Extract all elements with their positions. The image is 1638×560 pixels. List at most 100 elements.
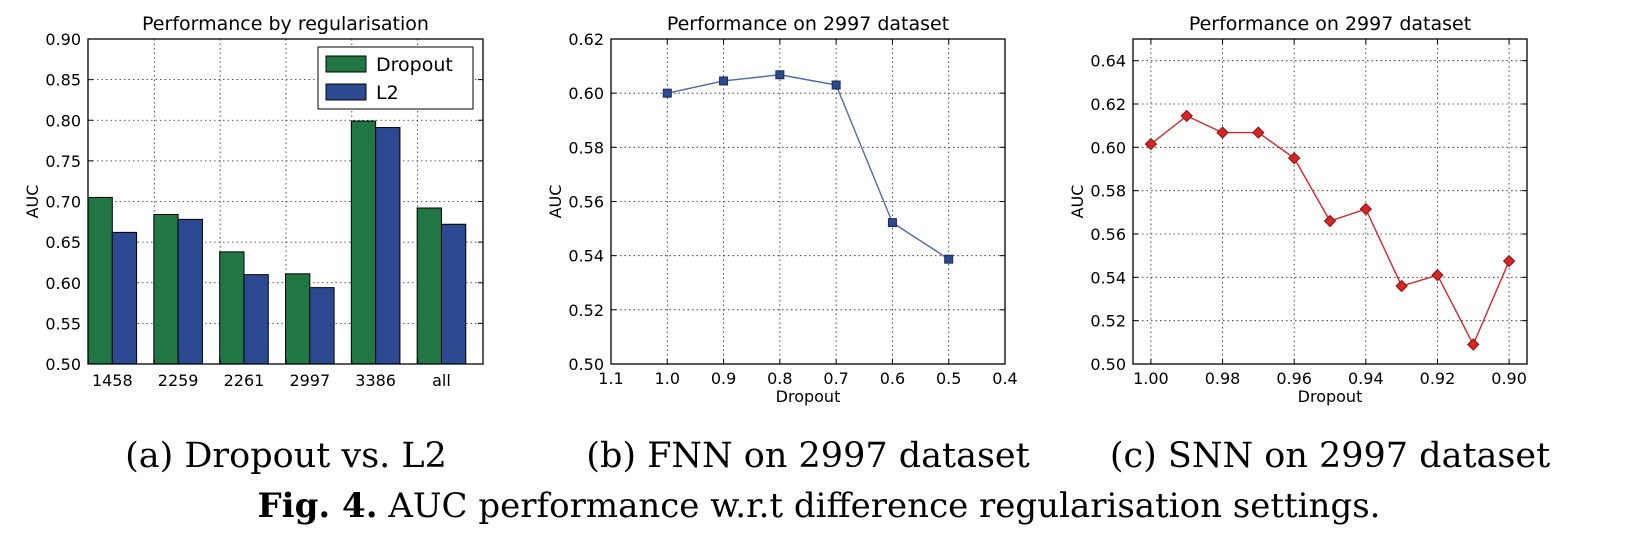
y-tick-label: 0.62 [1090, 95, 1126, 114]
bar-l2-3386 [375, 127, 401, 365]
data-point [1144, 137, 1158, 151]
y-tick-label: 0.62 [568, 30, 604, 49]
x-tick-label: 2997 [289, 371, 330, 390]
x-tick-label: 0.94 [1348, 369, 1384, 388]
subcaption-c: (c) SNN on 2997 dataset [1109, 436, 1551, 476]
y-tick-label: 0.56 [1090, 225, 1126, 244]
bar-dropout-2259 [153, 214, 179, 365]
x-tick-label: 0.6 [880, 369, 905, 388]
y-tick-label: 0.56 [568, 193, 604, 212]
y-tick-label: 0.58 [568, 138, 604, 157]
data-point [719, 76, 729, 86]
chart-title: Performance by regularisation [142, 13, 429, 35]
chart-3: 0.50 0.52 0.54 0.56 0.58 0.60 0.62 0.64 1.00 0.98… [1068, 13, 1528, 406]
y-tick-label: 0.85 [45, 71, 81, 90]
plot-frame [1132, 38, 1528, 365]
data-point [887, 218, 897, 228]
data-point [1287, 151, 1301, 165]
caption-text: AUC performance w.r.t difference regular… [388, 486, 1381, 526]
y-tick-label: 0.54 [568, 247, 604, 266]
x-tick-label: 3386 [355, 371, 396, 390]
x-tick-label: 2259 [158, 371, 199, 390]
plot-area [611, 39, 1005, 364]
legend-swatch-dropout [325, 55, 367, 73]
chart-1: 0.50 0.55 0.60 0.65 0.70 0.75 0.80 0.85 0.90 1458… [23, 13, 484, 390]
data-point [1431, 268, 1444, 282]
x-axis-label: Dropout [1298, 387, 1363, 406]
data-point [944, 254, 954, 264]
plot-frame [87, 38, 484, 365]
data-point [1216, 126, 1229, 139]
bar-l2-2261 [243, 274, 269, 365]
caption-label: Fig. 4. [257, 486, 378, 526]
x-tick-label: 0.4 [992, 369, 1017, 388]
data-point [1323, 214, 1337, 228]
x-tick-label: 0.98 [1205, 369, 1241, 388]
y-tick-label: 0.90 [45, 30, 81, 49]
x-tick-label: 1.00 [1133, 369, 1169, 388]
bar-dropout-1458 [87, 196, 113, 365]
y-tick-label: 0.60 [45, 274, 81, 293]
y-tick-label: 0.60 [568, 84, 604, 103]
chart-title: Performance on 2997 dataset [667, 13, 949, 35]
x-tick-label: 0.96 [1276, 369, 1312, 388]
y-tick-label: 0.52 [1090, 312, 1126, 331]
y-tick-label: 0.75 [45, 152, 81, 171]
chart-title: Performance on 2997 dataset [1189, 13, 1471, 35]
charts-canvas: 0.50 0.55 0.60 0.65 0.70 0.75 0.80 0.85 0.90 1458… [23, 13, 1528, 406]
x-tick-label: 0.92 [1420, 369, 1456, 388]
bar-dropout-3386 [350, 120, 377, 365]
y-tick-label: 0.52 [568, 301, 604, 320]
x-tick-label: 2261 [224, 371, 265, 390]
x-tick-label: 0.8 [767, 369, 792, 388]
x-axis-label: Dropout [776, 387, 841, 406]
figure-caption: Fig. 4. AUC performance w.r.t difference… [258, 486, 1381, 526]
series-line [667, 74, 950, 260]
bar-l2-all [440, 223, 467, 365]
x-tick-label: 0.9 [711, 369, 736, 388]
data-point [775, 70, 785, 80]
bar-dropout-2261 [219, 251, 245, 365]
data-point [1180, 109, 1193, 123]
subcaption-a: (a) Dropout vs. L2 [125, 436, 447, 476]
y-tick-label: 0.60 [1090, 138, 1126, 157]
y-tick-label: 0.64 [1090, 52, 1126, 71]
bar-dropout-all [416, 207, 442, 365]
y-tick-label: 0.54 [1090, 268, 1126, 287]
subcaption-b: (b) FNN on 2997 dataset [586, 436, 1030, 476]
y-axis-label: AUC [23, 185, 42, 219]
data-point [1395, 279, 1408, 293]
x-tick-label: all [432, 371, 451, 390]
y-tick-label: 0.70 [45, 193, 81, 212]
legend-label-dropout: Dropout [376, 54, 453, 76]
data-point [1502, 254, 1516, 268]
bar-l2-2259 [177, 218, 203, 365]
legend-label-l2: L2 [376, 82, 399, 104]
x-tick-label: 0.5 [936, 369, 961, 388]
bar-dropout-2997 [285, 273, 311, 365]
y-tick-label: 0.65 [45, 233, 81, 252]
x-tick-label: 1.1 [598, 369, 623, 388]
y-tick-label: 0.80 [45, 111, 81, 130]
y-tick-label: 0.55 [45, 314, 81, 333]
data-point [662, 88, 672, 98]
x-tick-label: 0.7 [823, 369, 848, 388]
x-tick-label: 1458 [92, 371, 133, 390]
y-tick-label: 0.50 [45, 355, 81, 374]
x-tick-label: 1.0 [655, 369, 680, 388]
y-axis-label: AUC [546, 185, 565, 219]
plot-area [1133, 39, 1527, 364]
plot-frame [610, 38, 1006, 365]
bar-l2-2997 [309, 287, 335, 365]
legend-swatch-l2 [325, 83, 367, 101]
y-tick-label: 0.58 [1090, 182, 1126, 201]
y-tick-label: 0.50 [568, 355, 604, 374]
chart-2: 0.50 0.52 0.54 0.56 0.58 0.60 0.62 1.1 1.0 0.9 0.8… [546, 13, 1018, 406]
bar-l2-1458 [111, 231, 138, 365]
y-axis-label: AUC [1068, 185, 1087, 219]
data-point [831, 80, 841, 90]
data-point [1467, 338, 1480, 351]
x-tick-label: 0.90 [1491, 369, 1527, 388]
data-point [1252, 126, 1265, 139]
